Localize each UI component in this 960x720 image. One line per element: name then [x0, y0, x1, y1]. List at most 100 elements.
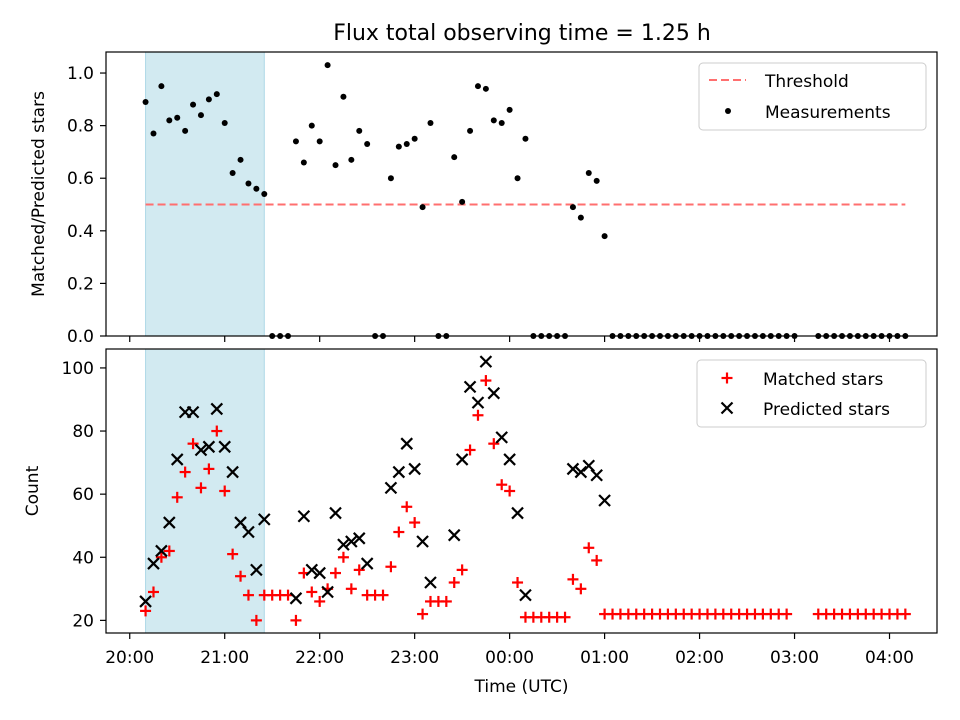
- predicted-star-point: [416, 535, 429, 548]
- measurement-point: [467, 127, 474, 134]
- predicted-star-point: [345, 535, 358, 548]
- x-axis-label: Time (UTC): [474, 677, 569, 697]
- measurement-point: [245, 180, 252, 187]
- y-tick-label: 40: [72, 548, 94, 568]
- predicted-star-point: [503, 453, 516, 466]
- chart-title: Flux total observing time = 1.25 h: [333, 21, 711, 46]
- measurement-point: [324, 62, 331, 69]
- predicted-star-point: [289, 592, 303, 605]
- legend-predicted-label: Predicted stars: [763, 400, 890, 420]
- predicted-star-point: [487, 386, 501, 400]
- measurement-point: [593, 177, 600, 184]
- x-tick-label: 04:00: [865, 648, 914, 668]
- matched-star-point: [345, 583, 357, 595]
- observing-window-shade-bottom: [145, 348, 265, 634]
- predicted-stars-series: [139, 355, 611, 608]
- y-tick-label: 80: [72, 422, 94, 442]
- top-legend: Threshold Measurements: [698, 62, 927, 131]
- predicted-star-point: [155, 544, 168, 558]
- measurement-point: [221, 120, 228, 126]
- matched-stars-series: [140, 375, 911, 626]
- bottom-x-axis: 20:00 21:00 22:00 23:00 00:00 01:00 02:00 03:00…: [105, 633, 914, 668]
- matched-star-point: [417, 608, 429, 620]
- x-tick-label: 01:00: [580, 648, 629, 668]
- measurement-point: [577, 214, 584, 221]
- predicted-star-point: [202, 440, 216, 454]
- matched-star-point: [583, 542, 595, 554]
- x-tick-label: 20:00: [105, 648, 154, 668]
- bottom-y-axis: 20 40 60 80 100: [62, 359, 106, 631]
- measurement-point: [142, 98, 149, 105]
- x-tick-label: 21:00: [200, 648, 249, 668]
- matched-star-point: [314, 595, 326, 607]
- matched-star-point: [250, 614, 262, 626]
- measurement-point: [332, 162, 339, 169]
- y-tick-label: 0.8: [67, 117, 94, 137]
- measurement-point: [364, 141, 371, 148]
- matched-star-point: [575, 583, 587, 595]
- measurement-point: [411, 135, 418, 142]
- measurement-point: [261, 191, 268, 197]
- measurement-point: [498, 120, 505, 126]
- measurement-point: [506, 106, 513, 113]
- matched-star-point: [306, 586, 318, 598]
- y-tick-label: 0.2: [67, 274, 94, 294]
- measurement-point: [427, 120, 434, 126]
- y-tick-label: 20: [72, 611, 94, 631]
- matched-star-point: [290, 614, 302, 626]
- matched-star-point: [203, 463, 215, 475]
- predicted-star-point: [392, 465, 406, 479]
- legend-matched-label: Matched stars: [763, 370, 883, 390]
- predicted-star-point: [455, 453, 469, 466]
- predicted-star-point: [463, 380, 477, 394]
- measurement-point: [150, 130, 157, 137]
- top-axes-frame: [105, 51, 938, 337]
- matched-star-point: [242, 589, 254, 601]
- y-tick-label: 0.0: [67, 327, 94, 347]
- bottom-axes-frame: [105, 348, 938, 634]
- x-tick-label: 02:00: [675, 648, 724, 668]
- predicted-star-point: [590, 468, 603, 482]
- bottom-panel: 20 40 60 80 100 20:00 21:00 22:00 23:00 00:00 01:…: [23, 348, 938, 697]
- measurement-point: [300, 159, 307, 166]
- predicted-star-point: [424, 576, 437, 589]
- measurement-point: [292, 138, 299, 145]
- measurement-point: [174, 114, 181, 121]
- predicted-star-point: [258, 513, 271, 526]
- matched-star-point: [195, 482, 207, 494]
- matched-star-point: [140, 605, 152, 617]
- matched-star-point: [781, 608, 793, 620]
- matched-star-point: [440, 595, 452, 607]
- legend-matched-swatch: [721, 372, 733, 384]
- predicted-star-point: [139, 595, 152, 608]
- y-tick-label: 0.4: [67, 222, 94, 242]
- predicted-star-point: [479, 355, 493, 368]
- matched-star-point: [559, 611, 571, 623]
- matched-star-point: [480, 375, 492, 387]
- matched-star-point: [179, 466, 191, 478]
- x-tick-label: 23:00: [390, 648, 439, 668]
- top-panel: 0.0 0.2 0.4 0.6 0.8 1.0 Matched/Predicted sta…: [29, 51, 938, 347]
- predicted-star-point: [400, 437, 414, 450]
- predicted-star-point: [186, 405, 200, 419]
- measurement-point: [316, 138, 323, 145]
- predicted-star-point: [511, 506, 524, 520]
- measurement-point: [237, 156, 244, 163]
- matched-star-point: [567, 573, 579, 585]
- x-tick-label: 03:00: [770, 648, 819, 668]
- bottom-y-axis-label: Count: [23, 465, 43, 516]
- bottom-legend: Matched stars Predicted stars: [696, 359, 927, 428]
- legend-x-marker: [720, 401, 734, 415]
- measurement-point: [340, 93, 347, 100]
- measurement-point: [490, 117, 497, 124]
- measurement-point: [253, 185, 260, 192]
- measurement-point: [601, 233, 608, 240]
- predicted-star-point: [226, 465, 239, 479]
- predicted-star-point: [495, 431, 508, 444]
- predicted-star-point: [566, 462, 580, 476]
- measurement-point: [213, 91, 220, 98]
- predicted-star-point: [242, 525, 255, 539]
- measurement-point: [190, 101, 197, 108]
- x-tick-label: 22:00: [295, 648, 344, 668]
- legend-predicted-swatch: [720, 401, 734, 415]
